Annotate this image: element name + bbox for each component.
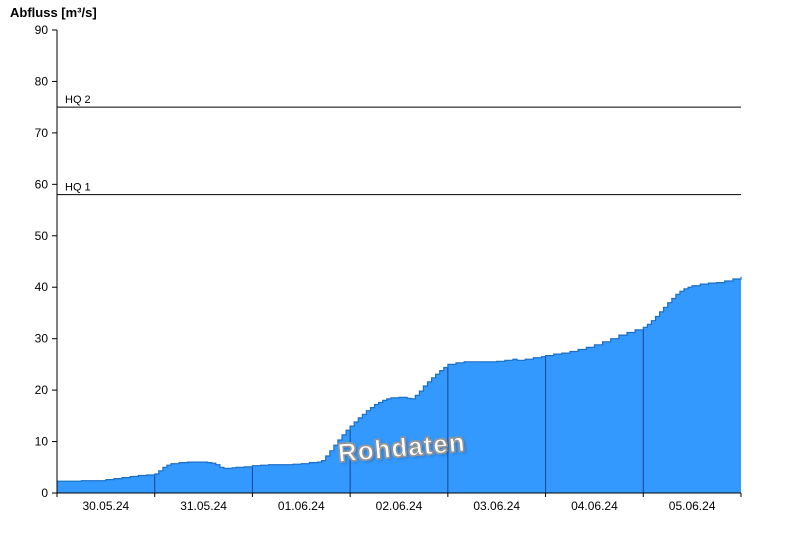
- x-tick-label: 02.06.24: [376, 499, 423, 513]
- y-tick-label: 90: [35, 23, 49, 37]
- x-tick-label: 01.06.24: [278, 499, 325, 513]
- x-tick-label: 30.05.24: [82, 499, 129, 513]
- x-tick-label: 05.06.24: [669, 499, 716, 513]
- y-tick-label: 40: [35, 280, 49, 294]
- y-tick-label: 10: [35, 435, 49, 449]
- chart-title: Abfluss [m³/s]: [10, 5, 97, 20]
- x-tick-label: 04.06.24: [571, 499, 618, 513]
- reference-line-label: HQ 2: [65, 94, 91, 106]
- x-tick-label: 03.06.24: [473, 499, 520, 513]
- y-tick-label: 70: [35, 126, 49, 140]
- y-tick-label: 50: [35, 229, 49, 243]
- reference-line-label: HQ 1: [65, 182, 91, 194]
- y-tick-label: 30: [35, 332, 49, 346]
- y-tick-label: 80: [35, 74, 49, 88]
- y-tick-label: 0: [41, 486, 48, 500]
- area-series-outline: [57, 276, 742, 482]
- area-series-fill: [57, 276, 741, 493]
- y-tick-label: 60: [35, 177, 49, 191]
- x-tick-label: 31.05.24: [180, 499, 227, 513]
- y-tick-label: 20: [35, 383, 49, 397]
